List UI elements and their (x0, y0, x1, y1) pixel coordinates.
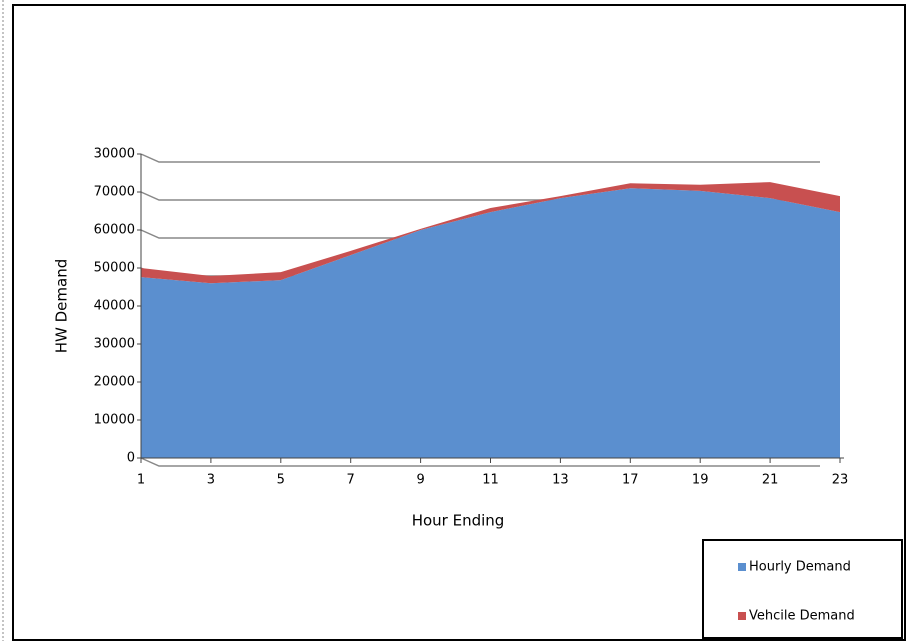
legend-label: Hourly Demand (749, 560, 851, 575)
legend-box (702, 539, 903, 639)
x-tick-label: 9 (416, 473, 424, 488)
y-tick-label: 50000 (94, 261, 135, 276)
area (141, 188, 840, 458)
x-tick-label: 23 (832, 473, 849, 488)
legend-swatch (738, 563, 746, 571)
grid-line (140, 457, 820, 467)
x-tick-label: 11 (482, 473, 499, 488)
y-axis-title: HW Demand (53, 259, 71, 354)
x-tick-label: 19 (692, 473, 709, 488)
x-tick-label: 1 (137, 473, 145, 488)
legend-label: Vehcile Demand (749, 609, 855, 624)
y-tick-label: 0 (127, 451, 135, 466)
y-tick-label: 10000 (94, 413, 135, 428)
x-tick-label: 13 (552, 473, 569, 488)
x-tick-label: 7 (347, 473, 355, 488)
y-tick-label: 40000 (94, 299, 135, 314)
y-tick-label: 70000 (94, 185, 135, 200)
y-tick-label: 20000 (94, 375, 135, 390)
y-tick-label: 60000 (94, 223, 135, 238)
legend-swatch (738, 612, 746, 620)
area (141, 182, 840, 284)
y-tick-label: 30000 (94, 147, 135, 162)
x-tick-label: 3 (207, 473, 215, 488)
x-tick-label: 17 (622, 473, 639, 488)
x-tick-label: 21 (762, 473, 779, 488)
x-tick-label: 5 (277, 473, 285, 488)
y-tick-label: 30000 (94, 337, 135, 352)
x-axis-title: Hour Ending (412, 512, 505, 530)
grid-line (140, 153, 820, 163)
